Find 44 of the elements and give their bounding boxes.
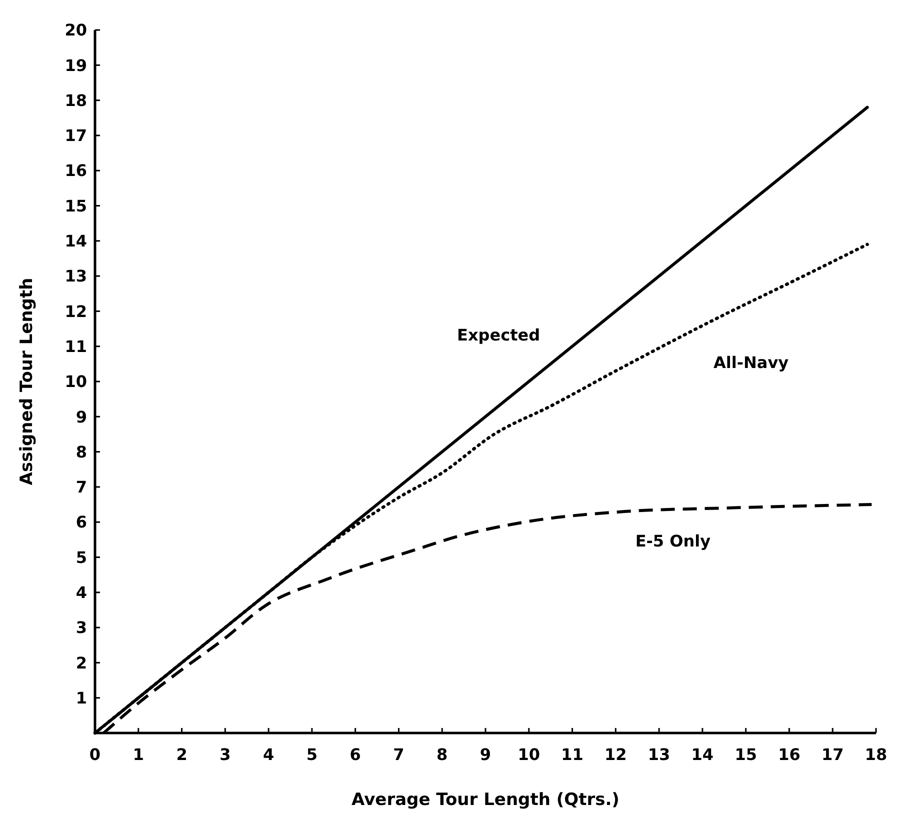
y-tick-label: 9: [76, 407, 87, 426]
x-tick-label: 14: [691, 745, 714, 764]
x-tick-label: 3: [220, 745, 231, 764]
x-tick-label: 13: [648, 745, 670, 764]
y-tick-label: 18: [64, 90, 87, 110]
y-tick-label: 12: [64, 302, 87, 321]
y-tick-label: 17: [64, 126, 87, 146]
x-tick-label: 17: [821, 745, 844, 764]
x-tick-label: 16: [778, 745, 800, 764]
x-tick-label: 8: [436, 745, 448, 764]
x-tick-label: 9: [480, 745, 492, 764]
x-tick-label: 12: [604, 745, 627, 764]
x-tick-label: 18: [864, 745, 888, 764]
y-tick-label: 8: [76, 442, 87, 462]
y-tick-label: 3: [76, 618, 87, 638]
series-label: Expected: [457, 326, 540, 345]
y-tick-label: 14: [64, 232, 87, 250]
y-tick-label: 15: [64, 196, 87, 216]
y-tick-label: 10: [64, 372, 87, 392]
y-tick-label: 6: [76, 512, 87, 532]
x-tick-label: 5: [306, 745, 318, 764]
y-tick-label: 1: [76, 688, 87, 708]
x-axis-title: Average Tour Length (Qtrs.): [352, 790, 620, 810]
y-axis-title: Assigned Tour Length: [17, 278, 37, 486]
series-label: All-Navy: [714, 353, 790, 372]
y-tick-label: 2: [76, 653, 87, 672]
x-tick-label: 1: [132, 745, 144, 764]
x-tick-label: 4: [262, 745, 274, 764]
x-tick-label: 15: [734, 745, 757, 764]
y-tick-label: 5: [76, 548, 87, 567]
y-tick-label: 7: [76, 478, 87, 497]
x-tick-label: 11: [561, 745, 584, 764]
y-tick-label: 16: [64, 161, 87, 180]
x-tick-label: 0: [89, 745, 101, 764]
x-tick-label: 7: [393, 745, 404, 764]
series-label: E-5 Only: [635, 531, 712, 550]
x-tick-label: 2: [176, 745, 188, 764]
y-tick-label: 20: [64, 20, 87, 40]
x-tick-label: 6: [350, 745, 361, 764]
y-tick-label: 11: [64, 336, 87, 356]
y-tick-label: 19: [64, 56, 87, 75]
x-tick-label: 10: [518, 745, 540, 764]
y-tick-label: 13: [64, 266, 87, 286]
y-tick-label: 4: [76, 583, 87, 602]
